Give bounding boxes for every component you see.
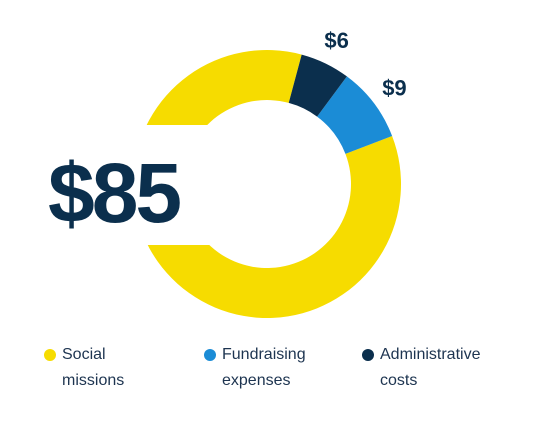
legend-item: Fundraising expenses <box>204 342 354 394</box>
value-label: $6 <box>324 28 348 53</box>
legend-label: Social missions <box>62 346 125 389</box>
donut-segment <box>132 50 401 318</box>
value-label: $85 <box>48 146 180 240</box>
donut-segment <box>288 54 347 117</box>
label-backdrop <box>40 125 216 245</box>
legend-label: Administrative costs <box>380 346 481 389</box>
legend-label: Fundraising expenses <box>222 346 306 389</box>
legend-swatch <box>204 349 216 361</box>
legend-item: Administrative costs <box>362 342 512 394</box>
legend-swatch <box>362 349 374 361</box>
donut-segment <box>317 76 393 154</box>
legend-swatch <box>44 349 56 361</box>
legend-item: Social missions <box>44 342 144 394</box>
value-label: $9 <box>382 75 406 100</box>
